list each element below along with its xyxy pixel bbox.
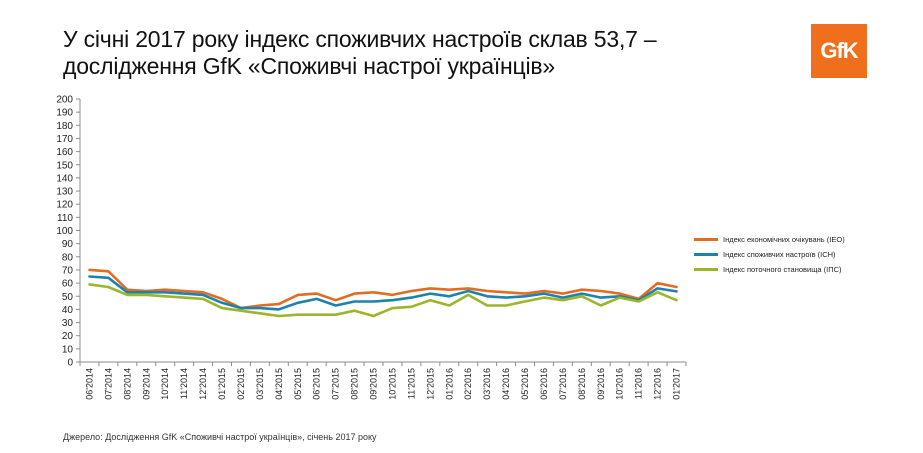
legend-swatch bbox=[694, 238, 718, 241]
y-tick-label: 180 bbox=[56, 121, 73, 132]
y-tick-label: 50 bbox=[62, 292, 74, 303]
legend-swatch bbox=[694, 253, 718, 256]
x-tick-label: 06'2016 bbox=[539, 368, 549, 400]
x-tick-label: 08'2016 bbox=[577, 368, 587, 400]
x-tick-label: 12'2014 bbox=[198, 368, 208, 400]
x-tick-label: 02'2016 bbox=[463, 368, 473, 400]
legend-label: Індекс поточного становища (ІПС) bbox=[723, 265, 842, 274]
x-tick-label: 12'2015 bbox=[425, 368, 435, 400]
y-tick-label: 60 bbox=[62, 279, 74, 290]
legend-item-2: Індекс споживчих настроїв (ІСН) bbox=[694, 247, 845, 262]
y-tick-label: 30 bbox=[62, 318, 74, 329]
y-tick-label: 150 bbox=[56, 160, 73, 171]
x-tick-label: 05'2016 bbox=[520, 368, 530, 400]
y-tick-label: 70 bbox=[62, 265, 74, 276]
x-tick-label: 09'2015 bbox=[369, 368, 379, 400]
x-tick-label: 05'2015 bbox=[293, 368, 303, 400]
x-tick-label: 11'2015 bbox=[406, 368, 416, 399]
x-tick-label: 06'2015 bbox=[312, 368, 322, 400]
x-tick-label: 07'2014 bbox=[103, 368, 113, 400]
x-tick-label: 03'2015 bbox=[255, 368, 265, 400]
x-tick-label: 04'2016 bbox=[501, 368, 511, 400]
y-tick-label: 110 bbox=[57, 213, 73, 224]
series-line-3 bbox=[88, 283, 678, 318]
x-tick-label: 03'2016 bbox=[482, 368, 492, 400]
series-line-2 bbox=[88, 275, 678, 311]
x-tick-label: 10'2015 bbox=[387, 368, 397, 400]
legend-label: Індекс економічних очікувань (ІЕО) bbox=[723, 235, 845, 244]
x-tick-label: 01'2017 bbox=[672, 368, 682, 400]
chart-legend: Індекс економічних очікувань (ІЕО) Індекс… bbox=[694, 232, 845, 277]
title-line-2: дослідження GfK «Споживчі настрої україн… bbox=[63, 53, 556, 79]
x-tick-label: 10'2016 bbox=[615, 368, 625, 400]
x-tick-label: 01'2015 bbox=[217, 368, 227, 400]
legend-label: Індекс споживчих настроїв (ІСН) bbox=[723, 250, 836, 259]
x-tick-label: 07'2015 bbox=[331, 368, 341, 400]
y-tick-label: 170 bbox=[56, 134, 73, 145]
x-tick-label: 08'2014 bbox=[122, 368, 132, 400]
legend-swatch bbox=[694, 268, 718, 271]
x-tick-label: 09'2016 bbox=[596, 368, 606, 400]
y-tick-label: 140 bbox=[56, 173, 73, 184]
legend-item-1: Індекс економічних очікувань (ІЕО) bbox=[694, 232, 845, 247]
y-tick-label: 190 bbox=[56, 108, 73, 119]
legend-item-3: Індекс поточного становища (ІПС) bbox=[694, 262, 845, 277]
x-tick-label: 11'2014 bbox=[179, 368, 189, 399]
x-tick-label: 09'2014 bbox=[141, 368, 151, 400]
x-tick-label: 01'2016 bbox=[444, 368, 454, 400]
y-tick-label: 40 bbox=[62, 305, 74, 316]
y-tick-label: 120 bbox=[56, 200, 73, 211]
y-tick-label: 90 bbox=[62, 239, 74, 250]
y-tick-label: 80 bbox=[62, 252, 74, 263]
y-tick-label: 100 bbox=[56, 226, 73, 237]
x-tick-label: 12'2016 bbox=[653, 368, 663, 400]
x-tick-label: 11'2016 bbox=[634, 368, 644, 399]
logo-text: GfK bbox=[820, 38, 858, 63]
x-tick-label: 08'2015 bbox=[350, 368, 360, 400]
title-line-1: У січні 2017 року індекс споживчих настр… bbox=[63, 26, 657, 52]
y-tick-label: 160 bbox=[56, 147, 73, 158]
x-tick-label: 07'2016 bbox=[558, 368, 568, 400]
x-tick-label: 06'2014 bbox=[84, 368, 94, 400]
y-tick-label: 130 bbox=[56, 187, 73, 198]
source-note: Джерело: Дослідження GfK «Споживчі настр… bbox=[63, 432, 377, 442]
y-tick-label: 200 bbox=[56, 95, 73, 106]
x-tick-label: 04'2015 bbox=[274, 368, 284, 400]
x-tick-label: 02'2015 bbox=[236, 368, 246, 400]
x-tick-label: 10'2014 bbox=[160, 368, 170, 400]
y-tick-label: 20 bbox=[62, 331, 74, 342]
y-tick-label: 0 bbox=[67, 358, 73, 369]
series-line-1 bbox=[88, 268, 678, 310]
gfk-logo: GfK bbox=[811, 24, 867, 78]
y-tick-label: 10 bbox=[62, 344, 74, 355]
page-title: У січні 2017 року індекс споживчих настр… bbox=[63, 26, 657, 80]
